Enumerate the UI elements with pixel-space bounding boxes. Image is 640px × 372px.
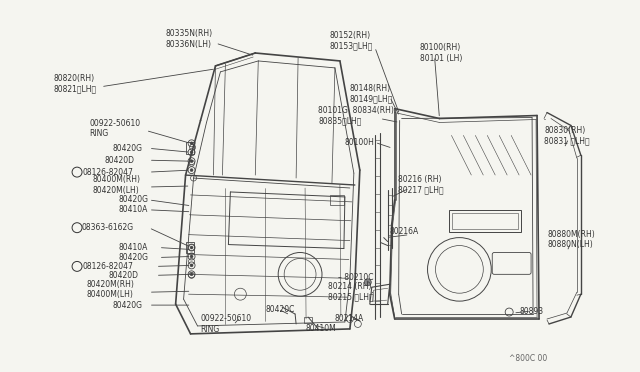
Text: 80893: 80893 [519, 307, 543, 315]
Text: 80335N(RH)
80336N(LH): 80335N(RH) 80336N(LH) [166, 29, 212, 49]
Bar [452, 213, 518, 229]
Text: 80820(RH)
80821〈LH〉: 80820(RH) 80821〈LH〉 [53, 74, 96, 93]
Circle shape [190, 151, 193, 154]
Text: 80420G: 80420G [119, 253, 149, 262]
Text: 08126-82047: 08126-82047 [82, 262, 133, 271]
Text: – 80210C: – 80210C [338, 273, 373, 282]
Circle shape [190, 246, 193, 249]
Circle shape [190, 273, 193, 276]
Circle shape [190, 169, 193, 171]
Text: 80420G: 80420G [113, 301, 143, 310]
Text: 80410A: 80410A [119, 205, 148, 214]
Circle shape [190, 160, 193, 163]
Bar [186, 241, 193, 253]
Circle shape [190, 255, 193, 258]
Text: 80420G: 80420G [119, 195, 149, 204]
Bar [304, 317, 312, 323]
Circle shape [190, 142, 193, 145]
Text: 80214A: 80214A [335, 314, 364, 324]
Circle shape [364, 279, 371, 286]
Bar [449, 210, 521, 232]
Bar [330, 195, 344, 205]
Circle shape [190, 264, 193, 267]
Text: 80410A: 80410A [119, 243, 148, 252]
Text: 08363-6162G: 08363-6162G [81, 223, 133, 232]
Text: 80214 (RH)
80215 〈LH〉: 80214 (RH) 80215 〈LH〉 [328, 282, 374, 301]
Bar [186, 142, 193, 154]
Text: 08126-82047: 08126-82047 [82, 168, 133, 177]
Text: 80216A: 80216A [390, 227, 419, 236]
Text: 00922-50610
RING: 00922-50610 RING [89, 119, 140, 138]
Text: 80100H: 80100H [345, 138, 375, 147]
Text: 80101G  80834(RH)
80835〈LH〉: 80101G 80834(RH) 80835〈LH〉 [318, 106, 394, 125]
Text: 80100(RH)
80101 (LH): 80100(RH) 80101 (LH) [420, 43, 462, 63]
Text: 80148(RH)
80149〈LH〉: 80148(RH) 80149〈LH〉 [350, 84, 393, 103]
Text: 80410M: 80410M [305, 324, 336, 333]
Text: 80152(RH)
80153〈LH〉: 80152(RH) 80153〈LH〉 [330, 31, 373, 51]
Text: 80420M(RH)
80400M(LH): 80420M(RH) 80400M(LH) [86, 279, 134, 299]
Text: 80420C: 80420C [265, 305, 294, 314]
Text: 80216 (RH)
80217 〈LH〉: 80216 (RH) 80217 〈LH〉 [397, 175, 444, 195]
Text: 80400M(RH)
80420M(LH): 80400M(RH) 80420M(LH) [93, 175, 141, 195]
Text: ^800C 00: ^800C 00 [509, 354, 547, 363]
Text: 80420D: 80420D [109, 271, 139, 280]
Text: 80880M(RH)
80880N(LH): 80880M(RH) 80880N(LH) [547, 230, 595, 249]
Text: 00922-50610
RING: 00922-50610 RING [200, 314, 252, 334]
Text: 80420D: 80420D [105, 156, 135, 165]
Text: 80420G: 80420G [113, 144, 143, 153]
Text: 80830(RH)
80831 〈LH〉: 80830(RH) 80831 〈LH〉 [544, 126, 589, 145]
